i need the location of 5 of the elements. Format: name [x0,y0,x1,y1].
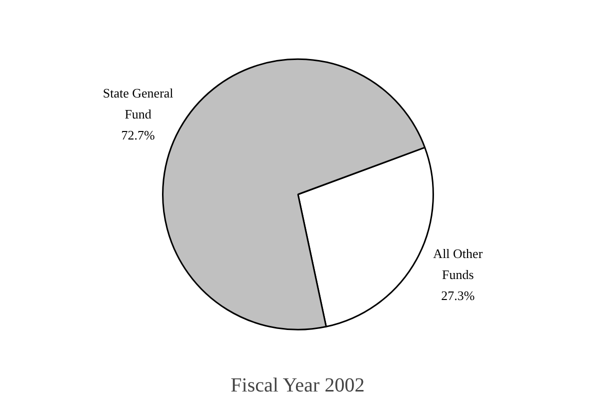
data-label: 27.3% [441,288,475,304]
data-label: 72.7% [121,128,156,143]
slice-label: State General Fund [102,86,174,122]
text: Fiscal Year 2002 [230,374,365,396]
slice-label: All Other Funds [433,246,484,282]
